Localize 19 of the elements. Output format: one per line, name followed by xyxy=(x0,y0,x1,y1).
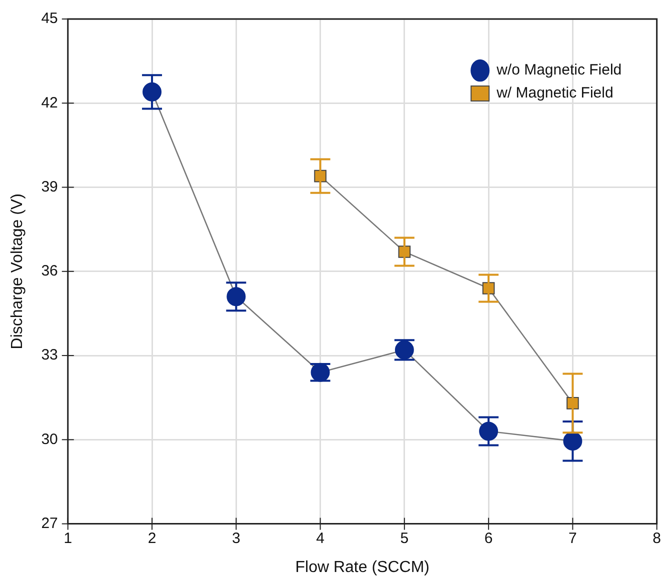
y-tick-label: 27 xyxy=(41,514,58,532)
x-tick-label: 2 xyxy=(148,530,156,547)
y-tick-label: 33 xyxy=(41,346,58,364)
y-tick-label: 39 xyxy=(41,178,58,196)
legend-label: w/o Magnetic Field xyxy=(496,62,622,79)
x-tick-label: 4 xyxy=(316,530,324,547)
y-tick-label: 30 xyxy=(41,430,58,448)
x-tick-label: 7 xyxy=(568,530,577,547)
x-tick-label: 1 xyxy=(64,530,72,547)
x-tick-label: 8 xyxy=(652,530,661,547)
y-axis-title: Discharge Voltage (V) xyxy=(9,194,26,350)
legend-label: w/ Magnetic Field xyxy=(496,84,614,102)
x-axis-title: Flow Rate (SCCM) xyxy=(295,558,430,576)
y-tick-label: 42 xyxy=(41,94,58,112)
y-tick-label: 45 xyxy=(41,10,58,28)
x-tick-label: 3 xyxy=(232,530,240,547)
x-tick-label: 5 xyxy=(400,530,409,547)
x-tick-label: 6 xyxy=(484,530,493,547)
y-tick-label: 36 xyxy=(41,262,58,280)
